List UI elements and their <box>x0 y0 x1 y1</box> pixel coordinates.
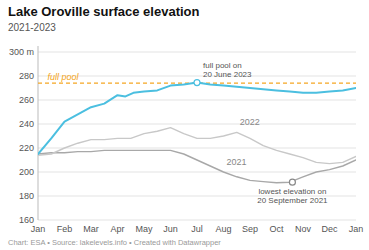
series-line <box>38 83 356 154</box>
x-tick-label: Nov <box>295 224 312 234</box>
y-tick-label: 260 <box>19 95 34 105</box>
subtitle: 2021-2023 <box>8 22 56 33</box>
annotation: lowest elevation on20 September 2021 <box>257 187 328 205</box>
annotation: full pool on20 June 2023 <box>203 61 252 79</box>
x-tick-label: Jul <box>191 224 203 234</box>
grid-line <box>38 172 356 173</box>
title: Lake Oroville surface elevation <box>8 4 200 19</box>
series-line <box>38 128 356 164</box>
x-tick-label: Sep <box>242 224 258 234</box>
y-tick-label: 280 <box>19 71 34 81</box>
y-tick-label: 220 <box>19 143 34 153</box>
grid-line <box>38 76 356 77</box>
series-label: 2021 <box>227 157 247 167</box>
annotation-point <box>194 80 200 86</box>
grid-line <box>38 220 356 221</box>
y-tick-label: 240 <box>19 119 34 129</box>
x-tick-label: Feb <box>57 224 73 234</box>
annotation-point <box>289 179 295 185</box>
x-tick-label: Aug <box>215 224 231 234</box>
x-tick-label: Mar <box>83 224 99 234</box>
series-line <box>38 150 356 182</box>
y-tick-label: 180 <box>19 191 34 201</box>
grid-line <box>38 124 356 125</box>
x-tick-label: Oct <box>269 224 284 234</box>
reference-label: full pool <box>48 72 80 82</box>
grid-line <box>38 100 356 101</box>
y-tick-label: 300 m <box>9 47 34 57</box>
x-tick-label: Dec <box>321 224 338 234</box>
x-tick-label: Jan <box>31 224 46 234</box>
y-axis-line <box>38 46 39 220</box>
x-tick-label: May <box>135 224 153 234</box>
x-tick-label: Jun <box>163 224 178 234</box>
grid <box>38 52 356 220</box>
y-tick-label: 200 <box>19 167 34 177</box>
series-label: 2022 <box>240 117 260 127</box>
grid-line <box>38 52 356 53</box>
chart: Lake Oroville surface elevation 2021-2023… <box>0 0 369 250</box>
x-tick-label: Apr <box>110 224 124 234</box>
x-tick-label: Jan <box>349 224 364 234</box>
source: Chart: ESA • Source: lakelevels.info • C… <box>8 238 221 247</box>
grid-line <box>38 148 356 149</box>
plot-area <box>38 80 356 186</box>
